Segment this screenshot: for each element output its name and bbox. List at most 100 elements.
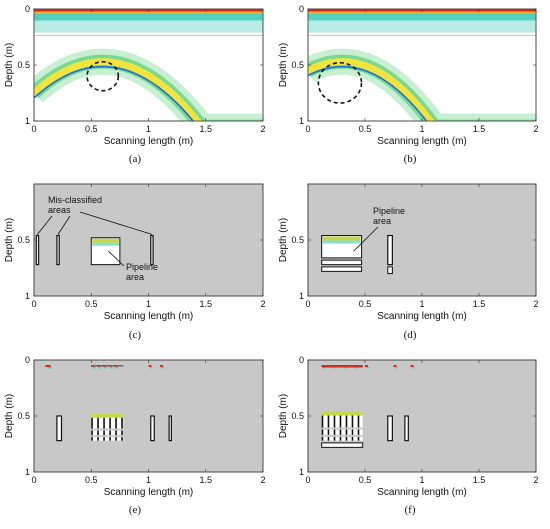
- x-axis-label: Scanning length (m): [377, 311, 467, 322]
- x-tick-label: 0.5: [359, 475, 372, 485]
- surface-band-orange: [308, 11, 536, 14]
- misclassified-column: [168, 415, 173, 442]
- x-tick-label: 1: [419, 299, 424, 309]
- x-tick-label: 1.5: [199, 124, 212, 134]
- panel-label: (a): [129, 153, 142, 165]
- surface-speck: [410, 365, 414, 367]
- panel-label: (b): [404, 153, 417, 165]
- annotation-arrow: [37, 215, 53, 235]
- x-tick-label: 0.5: [85, 124, 98, 134]
- y-axis-label: Depth (m): [278, 394, 289, 438]
- x-tick-label: 0.5: [85, 299, 98, 309]
- x-tick-label: 2: [533, 124, 538, 134]
- panel-label: (d): [404, 329, 417, 341]
- plot-area: [33, 183, 264, 297]
- surface-speck: [159, 365, 163, 367]
- x-tick-label: 2: [533, 475, 538, 485]
- hyperbola-yellow: [308, 58, 435, 121]
- panel-label: (f): [405, 504, 416, 516]
- x-axis-label: Scanning length (m): [104, 136, 194, 147]
- stripe-gap: [321, 427, 363, 430]
- misclassified-column: [387, 234, 393, 266]
- surface-speck: [393, 365, 397, 367]
- surface-line: [34, 35, 263, 36]
- x-tick-label: 2: [260, 475, 265, 485]
- pipeline-top-band: [91, 413, 124, 418]
- panel-a: 0 0.5 1 1.5 2 0 0.5 1 Scanning length (m) Depth (…: [4, 4, 266, 165]
- misclassified-column: [56, 234, 60, 266]
- surface-speck: [49, 367, 52, 369]
- x-tick-label: 1: [146, 475, 151, 485]
- misclassified-column: [387, 415, 393, 442]
- y-axis-label: Depth (m): [4, 394, 15, 438]
- annotation-text: area: [126, 272, 144, 282]
- pipeline-top-band: [92, 238, 119, 243]
- x-tick-label: 0: [31, 124, 36, 134]
- surface-band: [91, 365, 124, 367]
- surface-speck: [150, 367, 153, 369]
- x-tick-label: 0: [305, 475, 310, 485]
- x-axis-label: Scanning length (m): [104, 311, 194, 322]
- y-tick-label: 0.5: [17, 235, 30, 245]
- x-tick-label: 0: [31, 299, 36, 309]
- annotation-arrow: [57, 215, 71, 235]
- surface-band-faint: [308, 20, 536, 33]
- y-axis-label: Depth (m): [4, 43, 15, 87]
- x-axis-label: Scanning length (m): [377, 487, 467, 498]
- misclassified-column: [150, 415, 155, 442]
- panel-c: 0 0.5 1 1.5 2 0.5 1 Scanning length (m) Depth (m…: [4, 183, 266, 341]
- hyperbola-group: [308, 48, 536, 121]
- y-tick-label: 0: [25, 4, 30, 14]
- surface-speck: [344, 367, 347, 369]
- pipeline-top-band: [321, 411, 363, 416]
- x-tick-label: 1: [419, 124, 424, 134]
- x-tick-label: 0: [305, 299, 310, 309]
- surface-speck: [323, 367, 326, 369]
- annotation-text: Mis-classified: [48, 195, 102, 205]
- y-tick-label: 1: [25, 467, 30, 477]
- surface-band: [321, 365, 363, 368]
- surface-speck: [367, 367, 369, 369]
- annotation-arrow: [79, 211, 153, 235]
- surface-speck: [116, 367, 119, 369]
- surface-line: [308, 35, 536, 36]
- x-tick-label: 2: [260, 299, 265, 309]
- x-tick-label: 1.5: [473, 299, 486, 309]
- y-tick-label: 1: [299, 291, 304, 301]
- x-tick-label: 0.5: [85, 475, 98, 485]
- surface-band-orange: [34, 11, 263, 14]
- y-tick-label: 0.5: [291, 411, 304, 421]
- pipeline-top-band: [322, 236, 361, 241]
- y-tick-label: 1: [299, 467, 304, 477]
- panel-b: 0 0.5 1 1.5 2 0 0.5 1 Scanning length (m) Depth (…: [278, 4, 539, 165]
- hyperbola-core: [34, 65, 195, 121]
- surface-speck: [355, 367, 358, 369]
- stripe-gap: [91, 428, 124, 431]
- x-axis-label: Scanning length (m): [377, 136, 467, 147]
- x-tick-label: 1: [419, 475, 424, 485]
- y-tick-label: 0.5: [17, 411, 30, 421]
- x-tick-label: 2: [260, 124, 265, 134]
- panel-d: 0 0.5 1 1.5 2 0.5 1 Scanning length (m) Depth (m…: [278, 183, 539, 341]
- y-tick-label: 0: [25, 355, 30, 365]
- target-circle: [86, 60, 120, 92]
- plot-area: [33, 359, 264, 473]
- y-axis-label: Depth (m): [4, 218, 15, 262]
- target-circle: [317, 61, 363, 104]
- annotation-text: area: [373, 216, 391, 226]
- annotation-arrow: [353, 226, 379, 252]
- surface-speck: [45, 365, 49, 367]
- hyperbola-yellow: [34, 58, 202, 121]
- x-tick-label: 2: [533, 299, 538, 309]
- x-tick-label: 1.5: [199, 475, 212, 485]
- y-tick-label: 0: [299, 4, 304, 14]
- surface-band-teal: [34, 13, 263, 21]
- x-tick-label: 1: [146, 124, 151, 134]
- pipeline-sub-band: [92, 242, 119, 246]
- surface-speck: [161, 367, 164, 369]
- y-tick-label: 0: [299, 355, 304, 365]
- hyperbola-group: [34, 48, 263, 121]
- surface-speck: [332, 367, 335, 369]
